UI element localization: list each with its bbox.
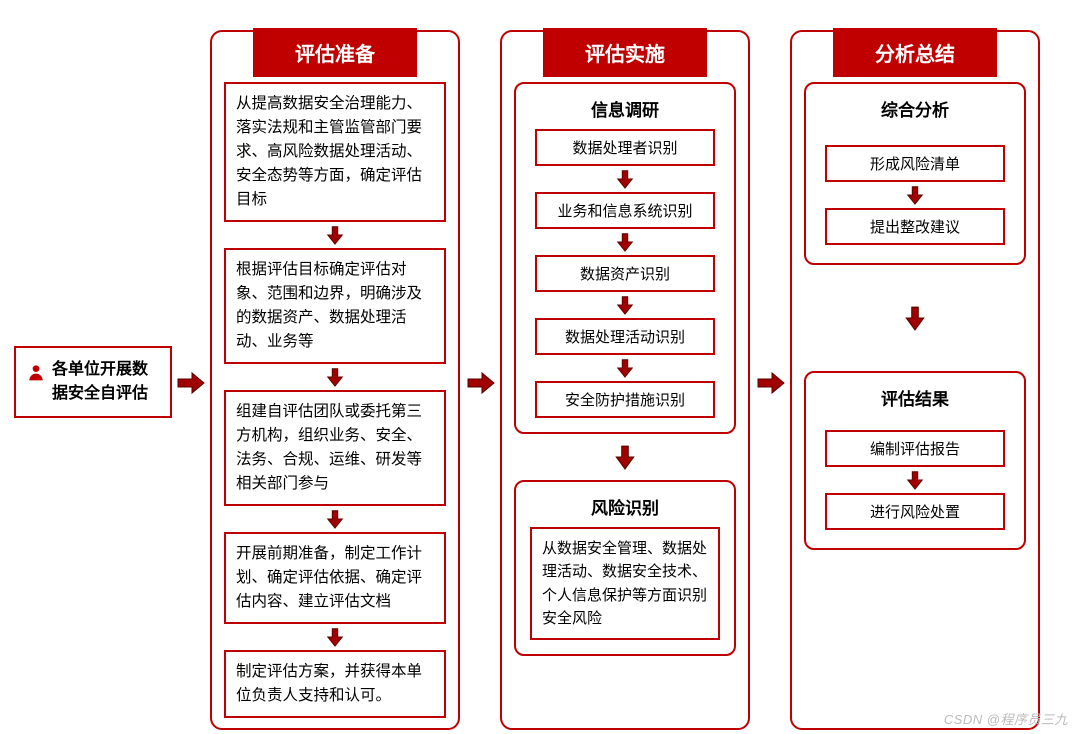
start-box: 各单位开展数据安全自评估 — [14, 346, 172, 418]
arrow-down-icon — [224, 626, 446, 648]
arrow-right-3 — [756, 368, 786, 398]
step-box: 组建自评估团队或委托第三方机构，组织业务、安全、法务、合规、运维、研发等相关部门… — [224, 390, 446, 506]
arrow-down-icon — [820, 469, 1010, 491]
item-box: 数据处理者识别 — [535, 129, 715, 166]
step-box: 开展前期准备，制定工作计划、确定评估依据、确定评估内容、建立评估文档 — [224, 532, 446, 624]
column-header: 分析总结 — [833, 28, 997, 77]
column-header: 评估准备 — [253, 28, 417, 77]
item-box: 数据处理活动识别 — [535, 318, 715, 355]
column-analysis: 分析总结 综合分析 形成风险清单 提出整改建议 评估结果 编制评估报告 进行风险… — [790, 30, 1040, 730]
subsection-title: 综合分析 — [820, 96, 1010, 121]
column-preparation: 评估准备 从提高数据安全治理能力、落实法规和主管监管部门要求、高风险数据处理活动… — [210, 30, 460, 730]
arrow-right-2 — [466, 368, 496, 398]
subsection-title: 信息调研 — [530, 96, 720, 121]
item-box: 数据资产识别 — [535, 255, 715, 292]
item-box: 形成风险清单 — [825, 145, 1005, 182]
arrow-down-icon — [820, 184, 1010, 206]
step-box: 根据评估目标确定评估对象、范围和边界，明确涉及的数据资产、数据处理活动、业务等 — [224, 248, 446, 364]
item-box: 提出整改建议 — [825, 208, 1005, 245]
person-icon — [26, 362, 46, 382]
column-implementation: 评估实施 信息调研 数据处理者识别 业务和信息系统识别 数据资产识别 数据处理活… — [500, 30, 750, 730]
item-box: 编制评估报告 — [825, 430, 1005, 467]
arrow-down-icon — [514, 444, 736, 470]
arrow-down-icon — [530, 231, 720, 253]
arrow-down-icon — [224, 366, 446, 388]
subsection-title: 评估结果 — [820, 385, 1010, 410]
arrow-down-icon — [530, 357, 720, 379]
item-box: 业务和信息系统识别 — [535, 192, 715, 229]
arrow-down-icon — [530, 168, 720, 190]
arrow-right-1 — [176, 368, 206, 398]
step-box: 从提高数据安全治理能力、落实法规和主管监管部门要求、高风险数据处理活动、安全态势… — [224, 82, 446, 222]
subsection-info-research: 信息调研 数据处理者识别 业务和信息系统识别 数据资产识别 数据处理活动识别 安… — [514, 82, 736, 434]
arrow-down-icon — [224, 224, 446, 246]
arrow-down-icon — [804, 305, 1026, 331]
subsection-result: 评估结果 编制评估报告 进行风险处置 — [804, 371, 1026, 550]
start-label: 各单位开展数据安全自评估 — [52, 361, 148, 402]
subsection-comprehensive: 综合分析 形成风险清单 提出整改建议 — [804, 82, 1026, 265]
item-box: 进行风险处置 — [825, 493, 1005, 530]
arrow-down-icon — [224, 508, 446, 530]
step-box: 制定评估方案，并获得本单位负责人支持和认可。 — [224, 650, 446, 718]
subsection-title: 风险识别 — [530, 494, 720, 519]
watermark: CSDN @程序员三九 — [944, 709, 1068, 728]
item-box: 安全防护措施识别 — [535, 381, 715, 418]
subsection-risk-identify: 风险识别 从数据安全管理、数据处理活动、数据安全技术、个人信息保护等方面识别安全… — [514, 480, 736, 656]
body-box: 从数据安全管理、数据处理活动、数据安全技术、个人信息保护等方面识别安全风险 — [530, 527, 720, 640]
flow-diagram: 各单位开展数据安全自评估 评估准备 从提高数据安全治理能力、落实法规和主管监管部… — [0, 0, 1080, 734]
arrow-down-icon — [530, 294, 720, 316]
column-header: 评估实施 — [543, 28, 707, 77]
